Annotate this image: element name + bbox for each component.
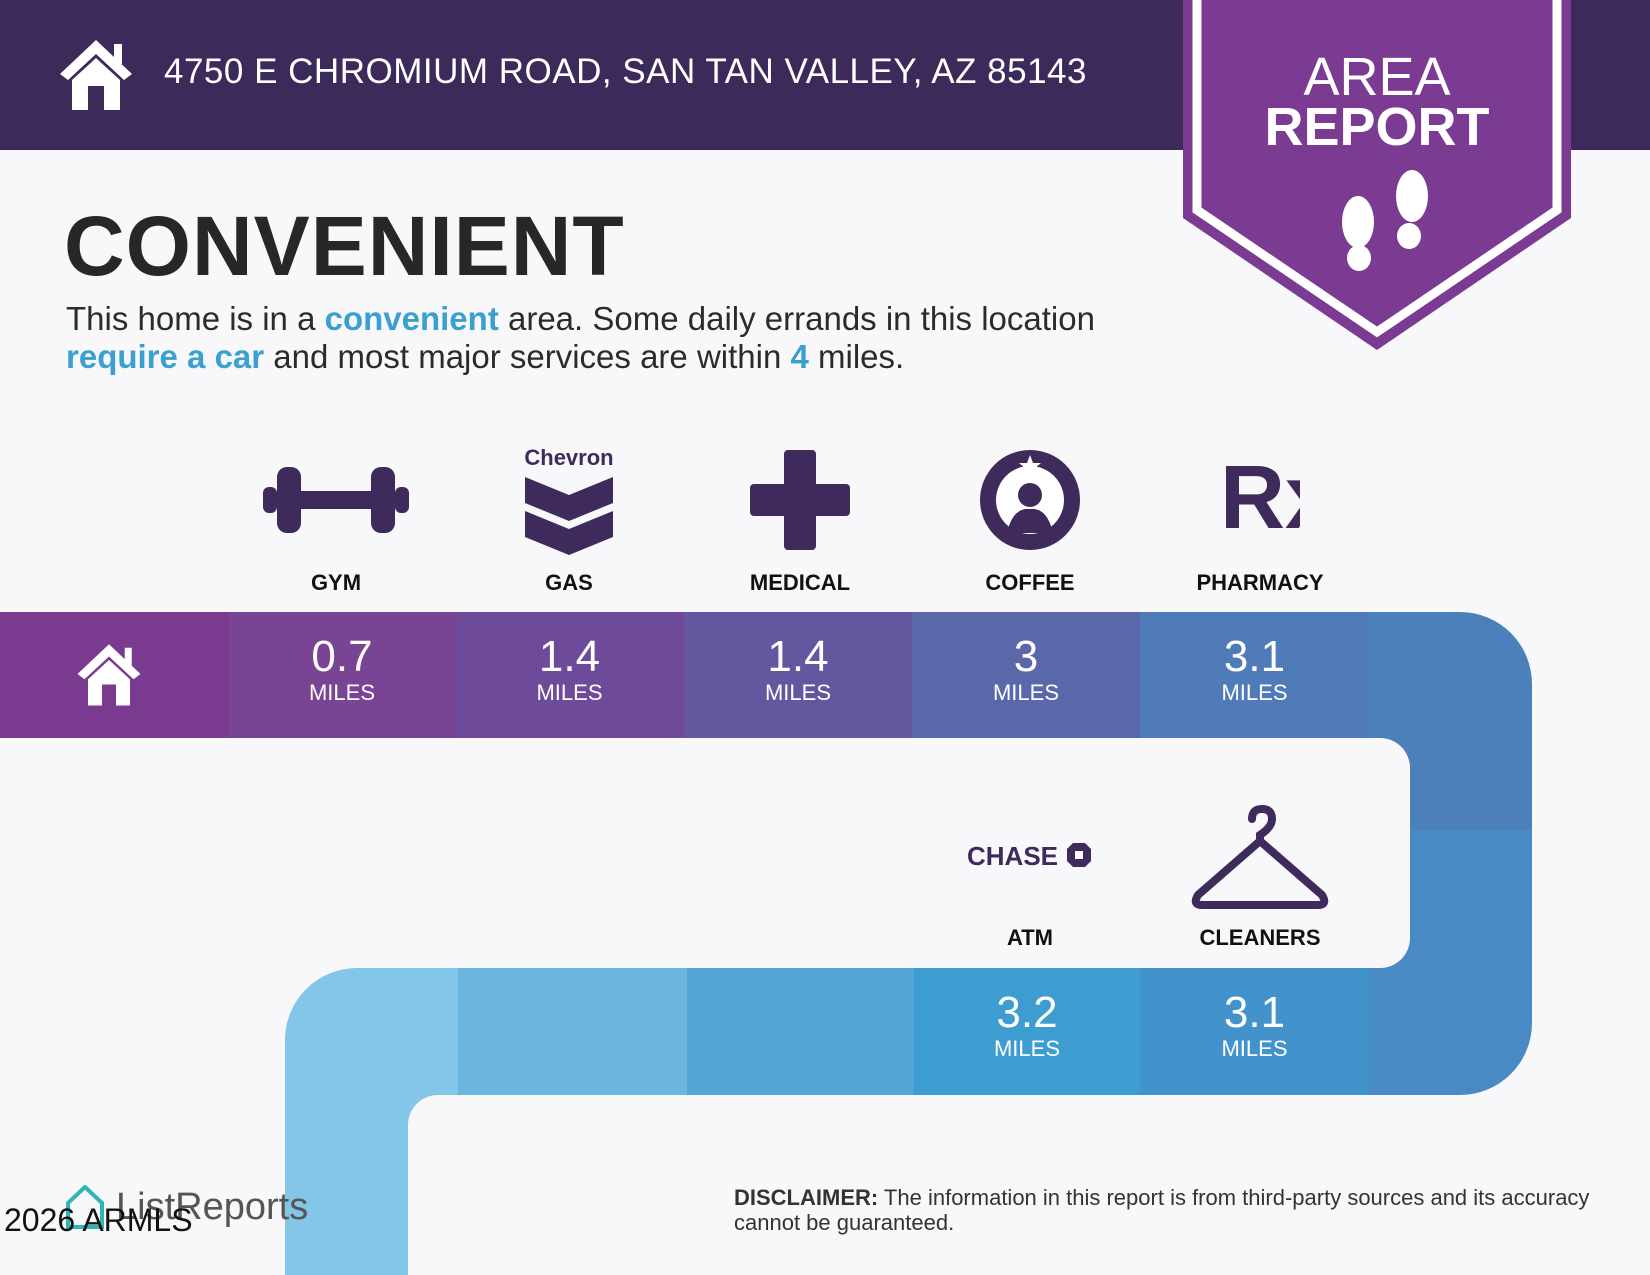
house-icon [60,40,132,110]
listreports-logo-icon [66,1185,104,1229]
dumbbell-icon [261,440,411,560]
amenity-label-gym: GYM [310,570,362,595]
svg-text:CHASE: CHASE [967,841,1058,871]
badge-title: AREA REPORT [1183,47,1571,157]
distance-cell-atm: 3.2 MILES [914,968,1140,1095]
badge-line2: REPORT [1264,97,1490,157]
chevron-logo-icon: Chevron [494,440,644,560]
svg-text:Chevron: Chevron [524,445,613,470]
amenity-label-coffee: COFFEE [985,570,1075,595]
distance-cell-coffee: 3 MILES [912,612,1140,738]
amenity-label-atm: ATM [1006,925,1054,950]
distance-cell-medical: 1.4 MILES [684,612,912,738]
footer-area [408,1095,1650,1275]
rx-icon: Rx [1185,440,1335,560]
chase-logo-icon: CHASE [955,795,1105,915]
medical-cross-icon [725,440,875,560]
path-cell [687,968,914,1095]
description: This home is in a convenient area. Some … [66,300,1095,375]
inner-area [0,738,1410,968]
distance-cell-cleaners: 3.1 MILES [1140,968,1369,1095]
amenity-label-pharmacy: PHARMACY [1196,570,1324,595]
amenity-label-medical: MEDICAL [749,570,851,595]
amenity-label-gas: GAS [545,570,593,595]
badge-line1: AREA [1303,47,1451,107]
hanger-icon [1185,800,1335,920]
path-cell [458,968,687,1095]
home-icon [77,644,141,706]
distance-cell-gas: 1.4 MILES [455,612,684,738]
amenity-label-cleaners: CLEANERS [1199,925,1321,950]
copyright: 2026 ARMLS [4,1202,193,1238]
area-report-badge [1183,0,1571,350]
brand-name: ListReports [116,1186,309,1228]
property-address: 4750 E CHROMIUM ROAD, SAN TAN VALLEY, AZ… [164,52,1087,91]
page-title: CONVENIENT [64,199,625,293]
disclaimer: DISCLAIMER: The information in this repo… [734,1185,1590,1235]
svg-text:Rx: Rx [1220,448,1300,548]
footprints-icon [1342,170,1428,271]
starbucks-logo-icon [955,440,1105,560]
distance-cell-pharmacy: 3.1 MILES [1140,612,1369,738]
distance-cell-gym: 0.7 MILES [229,612,455,738]
